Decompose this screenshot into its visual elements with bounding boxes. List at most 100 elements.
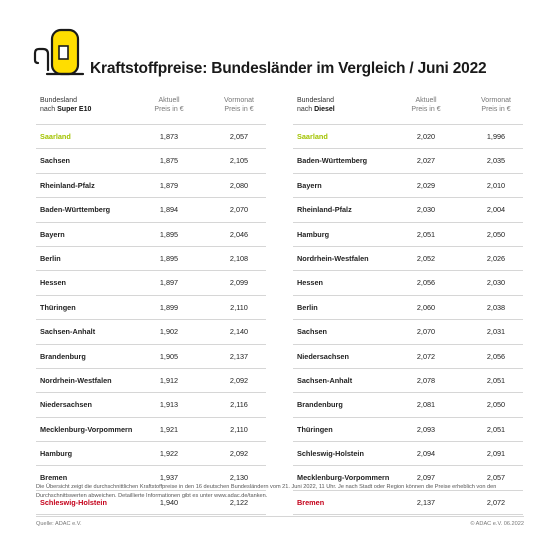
previous-price: 2,050 (486, 400, 506, 410)
previous-price: 2,026 (486, 253, 506, 263)
current-price: 1,895 (159, 253, 179, 263)
current-price: 1,913 (159, 400, 179, 410)
state-name: Bremen (297, 497, 325, 507)
previous-price: 2,072 (486, 497, 506, 507)
current-price: 2,029 (416, 180, 436, 190)
previous-price: 2,122 (229, 497, 249, 507)
table-row: Baden-Württemberg 2,027 2,035 (293, 149, 523, 174)
table-row: Niedersachsen 1,913 2,116 (36, 393, 266, 418)
previous-price: 1,996 (486, 132, 506, 141)
state-name: Brandenburg (297, 400, 343, 410)
current-price: 2,052 (416, 253, 436, 263)
state-name: Sachsen (40, 156, 71, 166)
current-price: 2,078 (416, 375, 436, 385)
previous-price: 2,108 (229, 253, 249, 263)
previous-price: 2,050 (486, 229, 506, 239)
state-name: Bayern (297, 180, 322, 190)
state-name: Mecklenburg-Vorpommern (297, 473, 390, 483)
state-name: Baden-Württemberg (297, 156, 368, 166)
diesel-col-previous-header: Vormonat Preis in € (481, 97, 511, 113)
table-row: Niedersachsen 2,072 2,056 (293, 345, 523, 369)
state-name: Nordrhein-Westfalen (297, 253, 369, 263)
previous-price: 2,140 (229, 327, 249, 337)
table-row: Baden-Württemberg 1,894 2,070 (36, 198, 266, 223)
e10-col-state-header: Bundesland nach Super E10 (40, 97, 92, 113)
previous-price: 2,057 (486, 473, 506, 483)
current-price: 1,902 (159, 327, 179, 337)
table-row: Thüringen 2,093 2,051 (293, 418, 523, 443)
e10-table-body: Saarland 1,873 2,057 Sachsen 1,875 2,105 Rhein… (36, 125, 266, 516)
footnote: Die Übersicht zeigt die durchschnittlich… (36, 484, 497, 499)
current-price: 1,905 (159, 351, 179, 361)
table-row: Rheinland-Pfalz 1,879 2,080 (36, 174, 266, 199)
previous-price: 2,080 (229, 180, 249, 190)
fuel-pump-icon (33, 28, 85, 76)
table-row: Sachsen 1,875 2,105 (36, 149, 266, 174)
current-price: 2,060 (416, 302, 436, 312)
state-name: Niedersachsen (297, 351, 349, 361)
page-title: Kraftstoffpreise: Bundesländer im Vergle… (90, 60, 487, 77)
table-row: Nordrhein-Westfalen 1,912 2,092 (36, 369, 266, 394)
previous-price: 2,091 (486, 449, 506, 459)
current-price: 2,070 (416, 327, 436, 337)
state-name: Thüringen (297, 424, 333, 434)
diesel-table-body: Saarland 2,020 1,996 Baden-Württemberg 2,027… (293, 125, 523, 516)
previous-price: 2,092 (229, 375, 249, 385)
table-row: Hamburg 2,051 2,050 (293, 223, 523, 247)
header: Kraftstoffpreise: Bundesländer im Vergle… (30, 28, 530, 78)
current-price: 1,895 (159, 229, 179, 239)
state-name: Rheinland-Pfalz (40, 180, 95, 190)
previous-price: 2,010 (486, 180, 506, 190)
previous-price: 2,116 (230, 400, 248, 410)
table-row: Nordrhein-Westfalen 2,052 2,026 (293, 247, 523, 272)
state-name: Hessen (40, 278, 66, 288)
state-name: Schleswig-Holstein (40, 497, 107, 507)
table-row: Hessen 1,897 2,099 (36, 271, 266, 296)
state-name: Hamburg (297, 229, 330, 239)
table-row: Sachsen-Anhalt 1,902 2,140 (36, 320, 266, 345)
table-row: Mecklenburg-Vorpommern 2,097 2,057 (293, 466, 523, 491)
previous-price: 2,030 (486, 278, 506, 288)
table-row: Schleswig-Holstein 1,940 2,122 (36, 491, 266, 516)
state-name: Nordrhein-Westfalen (40, 375, 112, 385)
previous-price: 2,130 (229, 473, 249, 483)
current-price: 2,020 (416, 132, 436, 141)
current-price: 2,094 (416, 449, 436, 459)
e10-col-previous-header: Vormonat Preis in € (224, 97, 254, 113)
table-row: Saarland 2,020 1,996 (293, 125, 523, 150)
previous-price: 2,137 (229, 351, 249, 361)
diesel-price-table: Bundesland nach Diesel Aktuell Preis in €… (293, 94, 523, 516)
state-name: Saarland (40, 132, 71, 141)
previous-price: 2,057 (229, 132, 249, 141)
previous-price: 2,110 (230, 424, 248, 434)
state-name: Schleswig-Holstein (297, 449, 364, 459)
previous-price: 2,046 (229, 229, 249, 239)
current-price: 2,030 (416, 205, 436, 215)
current-price: 1,873 (159, 132, 179, 141)
previous-price: 2,038 (486, 302, 506, 312)
current-price: 2,027 (416, 156, 436, 166)
table-row: Hessen 2,056 2,030 (293, 271, 523, 296)
table-row: Bremen 1,937 2,130 (36, 466, 266, 491)
current-price: 2,051 (416, 229, 436, 239)
table-row: Sachsen-Anhalt 2,078 2,051 (293, 369, 523, 394)
previous-price: 2,031 (486, 327, 506, 337)
state-name: Berlin (40, 253, 61, 263)
current-price: 2,072 (416, 351, 436, 361)
state-name: Sachsen-Anhalt (297, 375, 353, 385)
state-name: Niedersachsen (40, 400, 92, 410)
state-name: Rheinland-Pfalz (297, 205, 352, 215)
current-price: 2,056 (416, 278, 436, 288)
previous-price: 2,051 (486, 424, 506, 434)
diesel-col-current-header: Aktuell Preis in € (411, 97, 441, 113)
state-name: Mecklenburg-Vorpommern (40, 424, 133, 434)
previous-price: 2,110 (230, 302, 248, 312)
current-price: 2,093 (416, 424, 436, 434)
state-name: Hamburg (40, 449, 73, 459)
table-row: Rheinland-Pfalz 2,030 2,004 (293, 198, 523, 223)
table-row: Brandenburg 2,081 2,050 (293, 393, 523, 418)
current-price: 1,894 (159, 205, 179, 215)
current-price: 1,875 (159, 156, 179, 166)
source-text: Quelle: ADAC e.V. (36, 521, 82, 527)
current-price: 1,922 (159, 449, 179, 459)
